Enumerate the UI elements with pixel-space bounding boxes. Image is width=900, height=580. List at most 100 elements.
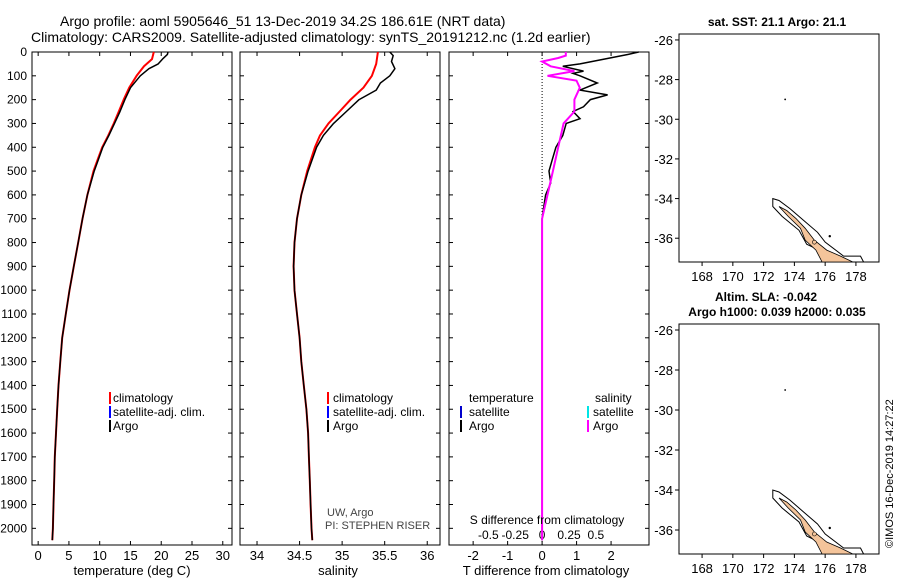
temperature-tick-label: 15 bbox=[123, 548, 137, 563]
map-lat-tick-label: -28 bbox=[654, 363, 673, 378]
legend-s-argo-label: Argo bbox=[593, 419, 619, 433]
climatology-line bbox=[51, 51, 155, 541]
title-line-2: Climatology: CARS2009. Satellite-adjuste… bbox=[31, 29, 591, 45]
t-diff-tick-label: 0 bbox=[538, 548, 545, 563]
t-diff-tick-label: -1 bbox=[502, 548, 514, 563]
depth-tick-label: 1700 bbox=[0, 450, 27, 464]
map-lat-tick-label: -36 bbox=[654, 523, 673, 538]
depth-tick-label: 1400 bbox=[0, 378, 27, 392]
coastline-outline bbox=[772, 489, 865, 555]
climatology-line bbox=[292, 51, 379, 541]
legend-argo-label: Argo bbox=[333, 419, 359, 433]
map-lat-tick-label: -34 bbox=[654, 192, 673, 207]
depth-tick-label: 600 bbox=[7, 188, 27, 202]
legend-s-satellite-label: satellite bbox=[593, 405, 634, 419]
map-lon-tick-label: 168 bbox=[691, 269, 713, 284]
depth-tick-label: 0 bbox=[20, 45, 27, 59]
depth-tick-label: 1500 bbox=[0, 402, 27, 416]
s-diff-tick-label: 0.5 bbox=[588, 528, 605, 542]
map-lat-tick-label: -36 bbox=[654, 231, 673, 246]
salinity-tick-label: 34.5 bbox=[287, 548, 312, 563]
map1-frame bbox=[678, 33, 880, 263]
temperature-tick-label: 25 bbox=[185, 548, 199, 563]
salinity-tick-label: 36 bbox=[420, 548, 434, 563]
temperature-argo-line bbox=[541, 51, 639, 541]
salinity-tick-label: 35 bbox=[335, 548, 349, 563]
argo-position-marker bbox=[784, 98, 787, 101]
depth-tick-label: 2000 bbox=[0, 521, 27, 535]
legend-t-argo-label: Argo bbox=[469, 419, 495, 433]
map-lat-tick-label: -32 bbox=[654, 152, 673, 167]
depth-tick-label: 1000 bbox=[0, 283, 27, 297]
map-lat-tick-label: -30 bbox=[654, 403, 673, 418]
map-lat-tick-label: -32 bbox=[654, 443, 673, 458]
legend-salinity-heading: salinity bbox=[595, 391, 632, 405]
map-lon-tick-label: 174 bbox=[784, 561, 806, 576]
depth-tick-label: 1800 bbox=[0, 474, 27, 488]
difference-panel-frame bbox=[448, 51, 650, 546]
title-line-1: Argo profile: aoml 5905646_51 13-Dec-201… bbox=[60, 13, 505, 29]
depth-tick-label: 200 bbox=[7, 93, 27, 107]
map-lon-tick-label: 178 bbox=[845, 561, 867, 576]
temperature-tick-label: 10 bbox=[92, 548, 106, 563]
map2-title-line-1: Altim. SLA: -0.042 bbox=[715, 290, 817, 304]
legend-satellite-label: satellite-adj. clim. bbox=[113, 405, 205, 419]
map2-sla: -26 -28 -30 -32 -34 -36 168 170 172 174 176 178 bbox=[654, 323, 867, 576]
depth-tick-label: 400 bbox=[7, 140, 27, 154]
salinity-panel: 34 34.5 35 35.5 36 bbox=[250, 51, 434, 563]
legend-argo-label: Argo bbox=[113, 419, 139, 433]
depth-tick-label: 100 bbox=[7, 69, 27, 83]
island bbox=[828, 235, 831, 238]
temperature-panel: 0 5 10 15 20 25 30 bbox=[35, 51, 230, 563]
depth-tick-label: 500 bbox=[7, 164, 27, 178]
s-diff-tick-label: -0.5 bbox=[478, 528, 499, 542]
coastline-outline bbox=[772, 197, 865, 263]
s-difference-axis-label: S difference from climatology bbox=[470, 513, 625, 527]
depth-tick-label: 900 bbox=[7, 259, 27, 273]
difference-panel: -2 -1 0 1 2-0.5 -0.25 0 0.25 0.5 bbox=[467, 51, 639, 563]
salinity-tick-label: 34 bbox=[250, 548, 264, 563]
t-diff-tick-label: -2 bbox=[467, 548, 479, 563]
s-diff-tick-label: -0.25 bbox=[502, 528, 530, 542]
depth-tick-label: 1100 bbox=[1, 307, 27, 321]
legend-satellite-label: satellite-adj. clim. bbox=[333, 405, 425, 419]
map-lon-tick-label: 170 bbox=[722, 269, 744, 284]
temperature-legend: climatology satellite-adj. clim. Argo bbox=[109, 391, 205, 433]
map-lat-tick-label: -28 bbox=[654, 73, 673, 88]
argo-position-marker bbox=[784, 389, 787, 391]
legend-climatology-label: climatology bbox=[333, 391, 393, 405]
t-diff-tick-label: 1 bbox=[573, 548, 580, 563]
argo-line bbox=[292, 51, 396, 541]
salinity-legend: climatology satellite-adj. clim. Argo bbox=[327, 391, 425, 433]
depth-tick-label: 1300 bbox=[0, 355, 27, 369]
land-mass bbox=[778, 206, 853, 263]
temperature-tick-label: 20 bbox=[154, 548, 168, 563]
depth-tick-label: 800 bbox=[7, 236, 27, 250]
difference-legend: temperature salinity satellite Argo sate… bbox=[460, 391, 634, 433]
land-mass bbox=[778, 497, 853, 555]
salinity-argo-line bbox=[539, 52, 581, 541]
legend-temperature-heading: temperature bbox=[469, 391, 534, 405]
map-lon-tick-label: 172 bbox=[753, 269, 775, 284]
depth-tick-label: 1200 bbox=[0, 331, 27, 345]
depth-tick-label: 300 bbox=[7, 116, 27, 130]
map1-title: sat. SST: 21.1 Argo: 21.1 bbox=[708, 15, 847, 29]
watermark: ©IMOS 16-Dec-2019 14:27:22 bbox=[884, 399, 896, 548]
map-lon-tick-label: 174 bbox=[784, 269, 806, 284]
operator-note: UW, Argo bbox=[327, 507, 373, 519]
island bbox=[812, 531, 817, 537]
map-lat-tick-label: -30 bbox=[654, 112, 673, 127]
salinity-axis-label: salinity bbox=[318, 563, 358, 578]
depth-tick-label: 1600 bbox=[0, 426, 27, 440]
temperature-axis-label: temperature (deg C) bbox=[73, 563, 190, 578]
island bbox=[812, 239, 817, 245]
map-lon-tick-label: 176 bbox=[814, 269, 836, 284]
temperature-tick-label: 0 bbox=[35, 548, 42, 563]
island bbox=[828, 526, 831, 530]
pi-note: PI: STEPHEN RISER bbox=[325, 520, 430, 532]
t-diff-tick-label: 2 bbox=[607, 548, 614, 563]
map-lat-tick-label: -26 bbox=[654, 33, 673, 48]
legend-t-satellite-label: satellite bbox=[469, 405, 510, 419]
map2-title-line-2: Argo h1000: 0.039 h2000: 0.035 bbox=[688, 305, 866, 319]
